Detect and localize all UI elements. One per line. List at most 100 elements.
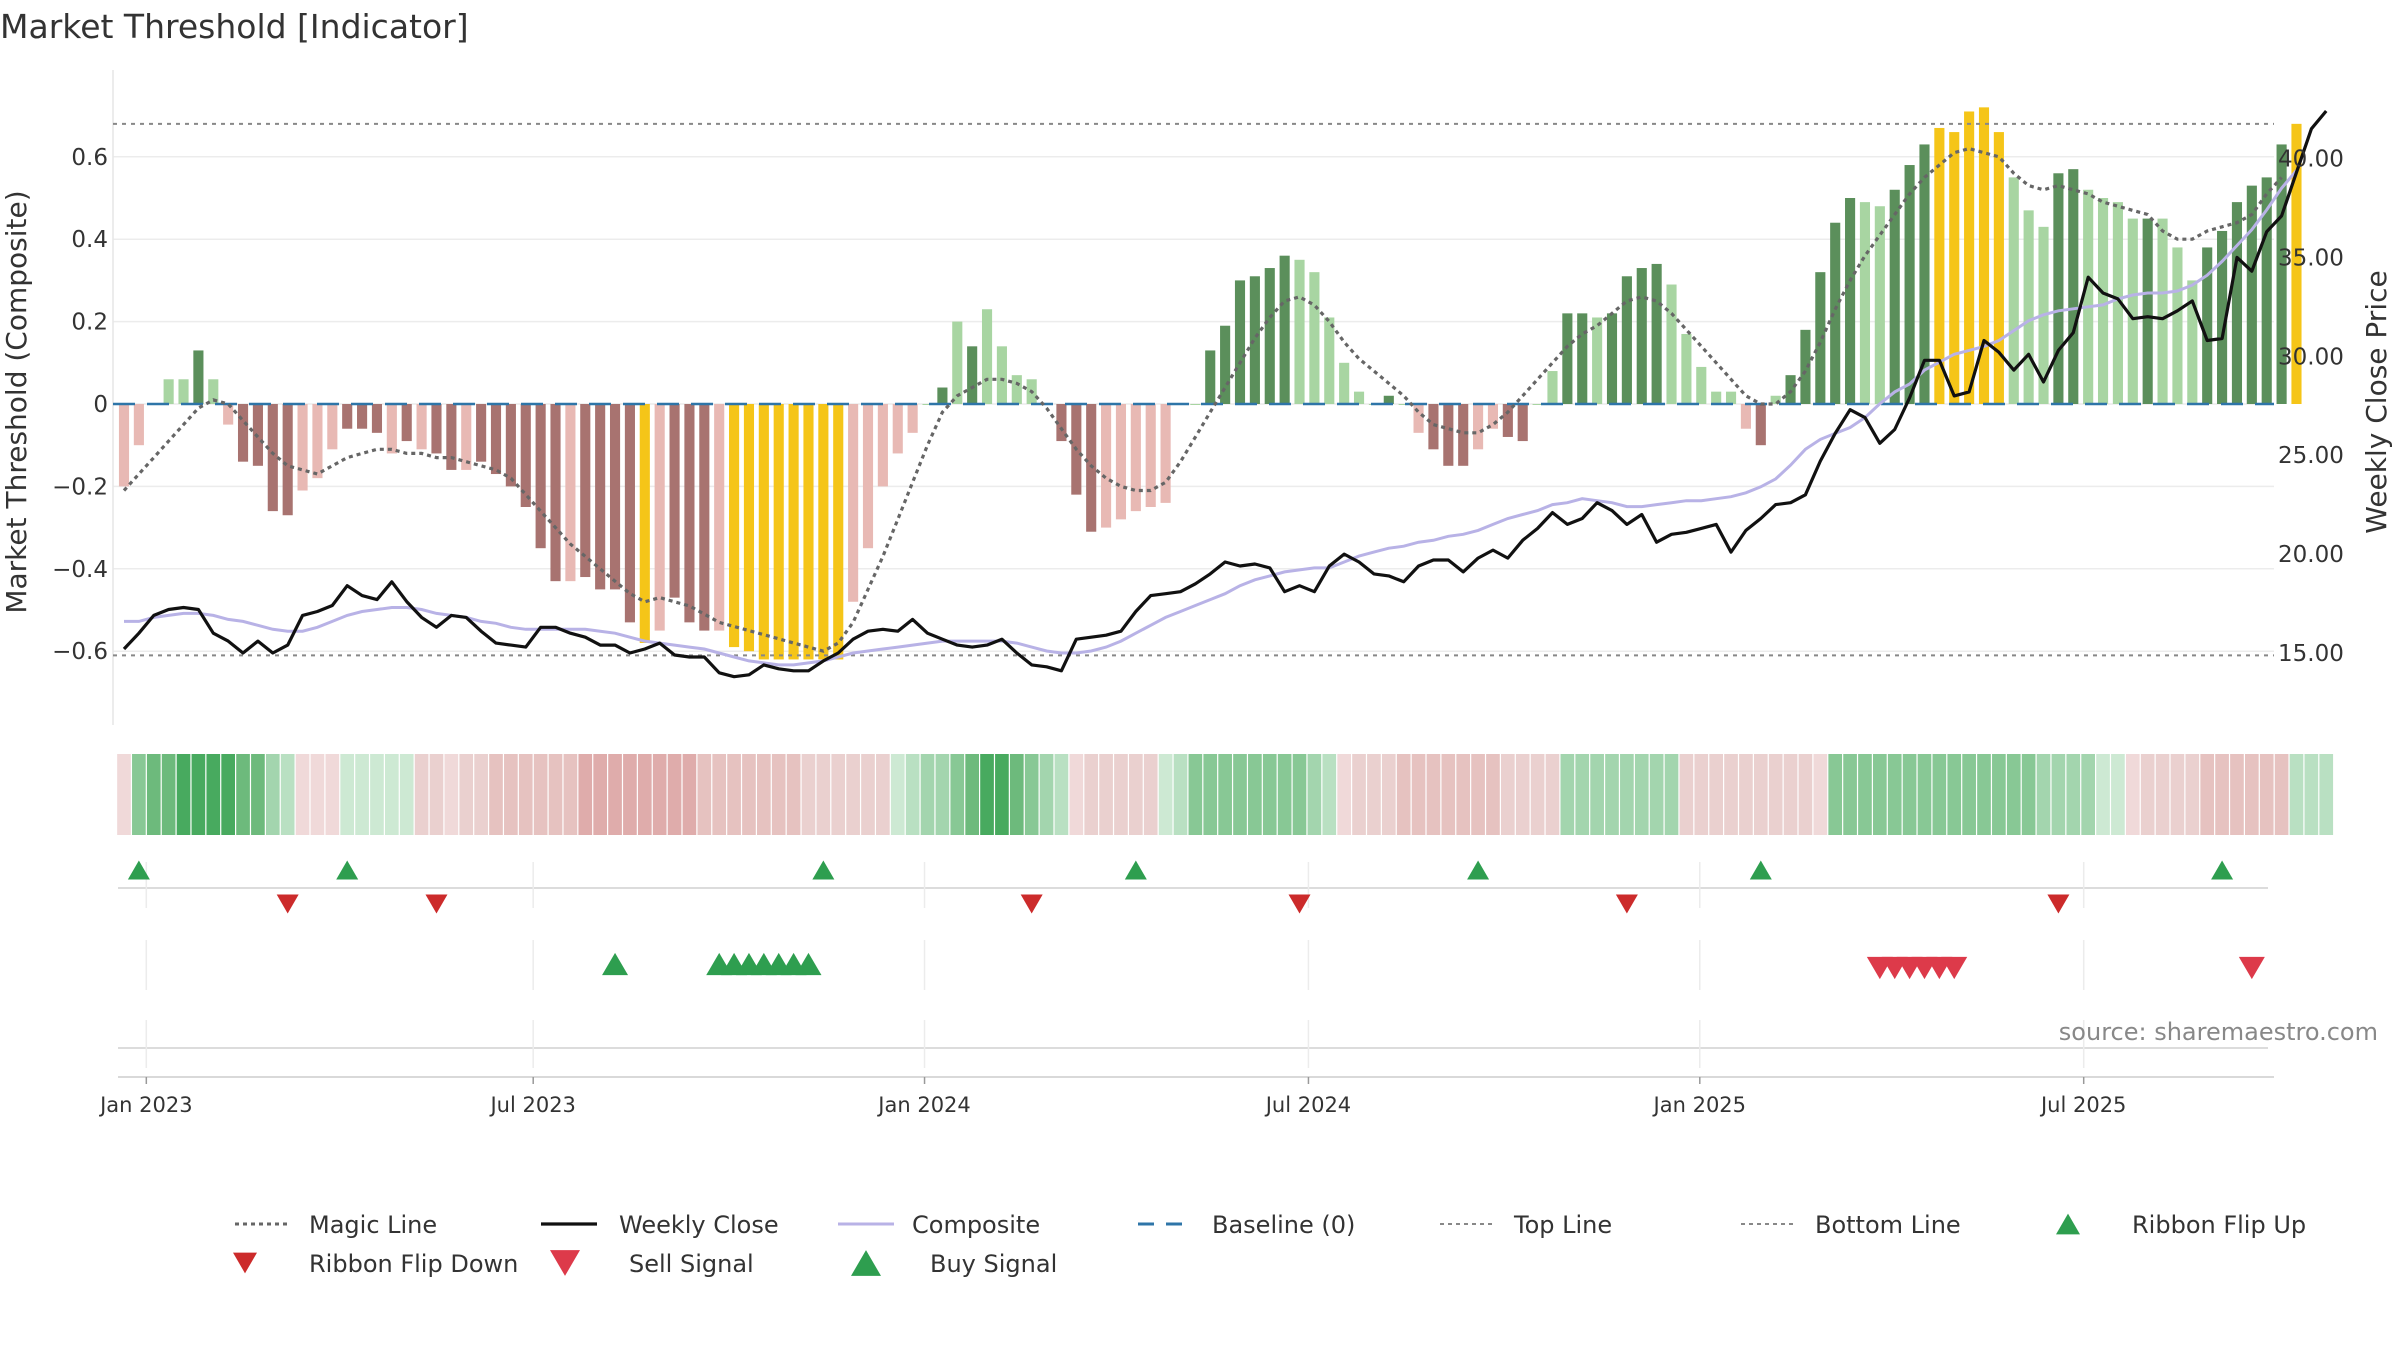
legend-item-magic: Magic Line [235,1211,437,1239]
bar [1413,404,1424,433]
magic-line [122,146,2283,653]
bar [1934,127,1945,405]
bar [520,404,531,507]
ribbon-cell [1932,754,1947,835]
ribbon-cell [1203,754,1218,835]
ribbon-cell [2304,754,2319,835]
ribbon-cell [846,754,860,835]
bar [877,404,888,487]
y-tick-label-left: 0 [93,392,108,418]
bar [2112,202,2123,404]
ribbon-cell [370,754,384,835]
ribbon-cell [1248,754,1262,835]
legend-item-top: Top Line [1440,1211,1612,1239]
ribbon-cell [1887,754,1902,835]
bar [1562,313,1573,404]
ribbon-cell [2274,754,2289,835]
ribbon-cell [1218,754,1232,835]
bar [1130,404,1141,512]
ribbon-cell [801,754,816,835]
bar [2053,173,2064,404]
bar [565,404,576,582]
bar [773,404,784,660]
bar [1725,391,1737,404]
ribbon-cell [176,754,191,835]
ribbon-cell [1649,754,1664,835]
ribbon-cell [1054,754,1069,835]
bar [937,387,948,404]
bar [758,404,769,660]
ribbon-cell [236,754,250,835]
bar [1666,284,1677,404]
ribbon-cell [355,754,369,835]
bar [1785,375,1796,404]
bar [1056,404,1067,442]
ribbon-cell [1992,754,2006,835]
ribbon-cell [1471,754,1485,835]
legend-label: Sell Signal [629,1250,754,1278]
legend-item-flipdown: Ribbon Flip Down [233,1250,518,1278]
ribbon-cell [905,754,920,835]
bar [714,404,725,631]
ribbon-cell [876,754,890,835]
ribbon-cell [1426,754,1441,835]
ribbon-cell [533,754,548,835]
ribbon-cell [399,754,414,835]
ribbon-cell [1560,754,1575,835]
chart-title: Market Threshold [Indicator] [0,7,469,46]
bar [1383,395,1394,404]
bar [967,346,978,404]
bar [580,404,591,578]
ribbon-cell [1545,754,1560,835]
ribbon-cell [444,754,459,835]
bar [892,404,903,454]
bar [371,404,383,433]
ribbon-flip-down-marker [425,894,448,914]
ribbon-cell [206,754,221,835]
ribbon-flip-up-marker [812,860,835,880]
bar [2276,144,2287,404]
legend-label: Baseline (0) [1212,1211,1355,1239]
ribbon-cell [132,754,146,835]
ribbon-cell [2319,754,2334,835]
y-tick-label-right: 40.00 [2278,147,2344,173]
ribbon-cell [1709,754,1723,835]
ribbon-cell [1009,754,1024,835]
bar [2231,202,2243,404]
bar [624,404,635,623]
bar [639,404,650,643]
bar [2187,280,2198,404]
bar [1309,272,1320,404]
bar [1190,404,1201,405]
ribbon-cell [1843,754,1857,835]
bar [907,404,918,433]
bar [1294,259,1305,404]
ribbon-cell [2021,754,2036,835]
ribbon-cell [578,754,593,835]
ribbon-cell [1441,754,1456,835]
bar [595,404,606,590]
ribbon-cell [1664,754,1679,835]
y-tick-label-left: −0.6 [52,639,108,665]
bar [952,321,963,404]
bar [1859,202,1871,404]
ribbon-cell [1069,754,1084,835]
ribbon-flip-up-marker [1124,860,1147,880]
bar [505,404,516,487]
bar [803,404,814,660]
ribbon-flip-down-marker [1615,894,1638,914]
y-axis-label-left: Market Threshold (Composite) [0,190,33,613]
ribbon-cell [1902,754,1917,835]
bar [327,404,338,450]
bar [1532,404,1543,405]
bar [1770,395,1781,404]
ribbon-cell [1501,754,1515,835]
ribbon-cell [504,754,518,835]
bar [1815,272,1826,404]
legend-swatch [851,1250,881,1276]
ribbon-flip-up-marker [127,860,150,880]
ribbon-cell [1084,754,1099,835]
bar [862,404,874,549]
bar [2291,123,2302,404]
bar [1324,317,1335,404]
